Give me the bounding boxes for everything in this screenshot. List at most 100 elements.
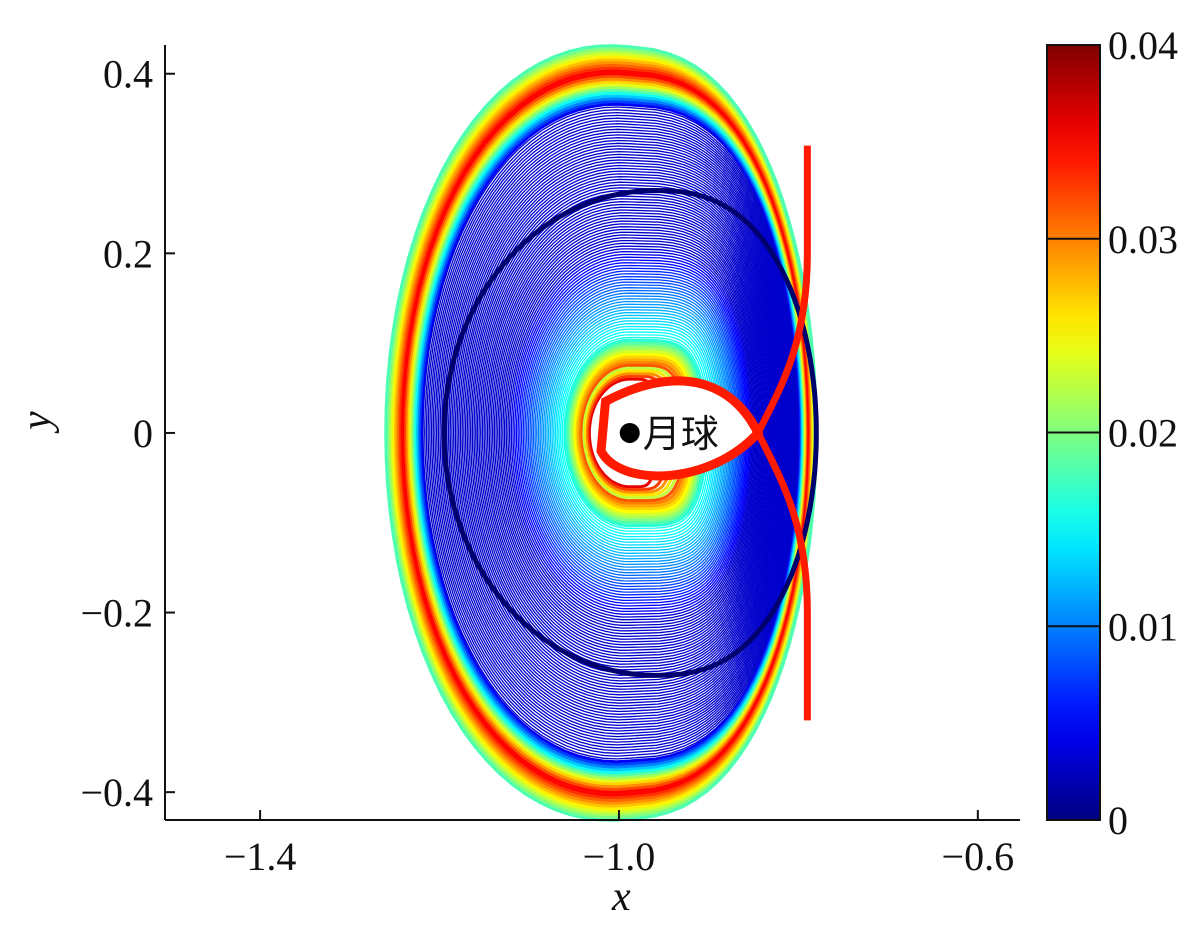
contour-line <box>567 344 704 522</box>
contour-line <box>579 363 687 503</box>
contour-line <box>439 134 792 732</box>
contour-line <box>384 44 818 822</box>
contour-line <box>537 295 732 571</box>
contour-line <box>542 303 728 563</box>
contour-line <box>493 223 763 643</box>
contour-line <box>514 256 750 610</box>
contour-line <box>480 201 771 665</box>
contour-line <box>553 320 719 546</box>
y-tick-label: 0.2 <box>103 231 153 276</box>
contour-line <box>546 309 725 557</box>
contour-line <box>463 173 780 693</box>
contour-line <box>435 128 794 738</box>
contour-line <box>575 358 692 508</box>
contour-line <box>551 317 721 549</box>
contour-line <box>559 331 712 535</box>
y-tick-label: 0 <box>133 411 153 456</box>
contour-line <box>502 237 758 629</box>
contour-line <box>564 338 708 528</box>
contour-line <box>577 360 689 505</box>
contour-line <box>529 281 739 585</box>
contour-line <box>547 311 724 554</box>
highlighted-orbit <box>441 187 819 678</box>
contour-line <box>527 278 740 588</box>
contour-line <box>510 251 752 615</box>
contour-line <box>452 156 786 710</box>
contour-line <box>536 292 734 574</box>
contour-line <box>486 212 767 654</box>
y-axis-label: y <box>14 411 60 434</box>
contour-line <box>451 153 786 713</box>
contour-line <box>461 170 781 696</box>
contour-line <box>427 114 798 752</box>
contour-line <box>572 352 697 514</box>
contour-line <box>449 150 787 715</box>
contour-line <box>558 328 714 538</box>
colorbar-tick-label: 0.01 <box>1108 604 1178 649</box>
contour-line <box>544 306 727 560</box>
contour-line <box>434 125 795 741</box>
contour-line <box>491 220 764 646</box>
contour-line <box>437 131 793 735</box>
separatrix-upper <box>754 145 811 435</box>
contour-line <box>425 111 799 754</box>
contour-line <box>505 242 755 624</box>
x-tick-label: −0.6 <box>942 834 1015 879</box>
separatrix-lower <box>754 431 811 721</box>
contour-line <box>424 109 800 757</box>
contour-line <box>515 259 749 607</box>
contour-line <box>556 325 716 541</box>
contour-line <box>454 159 785 707</box>
separatrix-lobes <box>596 145 811 721</box>
contour-line <box>498 231 760 635</box>
y-tick-label: −0.2 <box>80 591 153 636</box>
contour-line <box>446 145 789 721</box>
contour-line <box>565 341 706 525</box>
contour-line <box>574 355 695 511</box>
contour-line <box>508 248 753 618</box>
axes: −1.4 −1.0 −0.6 0.4 0.2 0 −0.2 −0.4 <box>80 45 1020 879</box>
x-axis-label: x <box>611 874 631 920</box>
contour-line <box>512 253 751 613</box>
contour-line <box>554 323 717 543</box>
contour-line <box>517 262 747 604</box>
contour-line <box>495 226 762 640</box>
contour-line <box>447 148 788 718</box>
contour-line <box>456 162 784 704</box>
y-tick-label: 0.4 <box>103 52 153 97</box>
contour-line <box>522 270 744 596</box>
contour-line <box>488 214 766 651</box>
x-tick-label: −1.4 <box>224 834 297 879</box>
contour-line <box>525 275 741 590</box>
contour-line <box>466 178 778 688</box>
moon-region-boundary <box>596 376 764 481</box>
x-tick-label: −1.0 <box>583 834 656 879</box>
contour-line <box>503 239 756 626</box>
moon-label: 月球 <box>643 412 719 456</box>
contour-line <box>478 198 772 668</box>
contour-line <box>497 228 761 638</box>
contour-line <box>464 176 779 690</box>
contour-line <box>473 189 775 676</box>
contour-line <box>483 206 769 660</box>
contour-line <box>524 273 743 593</box>
colorbar-tick-label: 0.03 <box>1108 217 1178 262</box>
contour-line <box>519 264 746 602</box>
contour-line <box>570 349 699 517</box>
contour-line <box>520 267 745 599</box>
contour-line <box>549 314 722 552</box>
contour-line <box>534 289 735 577</box>
colorbar-tick-label: 0.04 <box>1108 23 1178 68</box>
contour-line <box>539 298 731 568</box>
contour-line <box>475 192 774 674</box>
contour-line <box>563 336 709 530</box>
contour-line <box>471 187 776 679</box>
contour-line <box>500 234 759 632</box>
contour-line <box>481 203 770 663</box>
y-tick-label: −0.4 <box>80 770 153 815</box>
colorbar-tick-label: 0 <box>1108 798 1128 843</box>
contour-line <box>419 102 802 764</box>
contour-line <box>432 123 796 743</box>
contour-line <box>468 181 777 685</box>
